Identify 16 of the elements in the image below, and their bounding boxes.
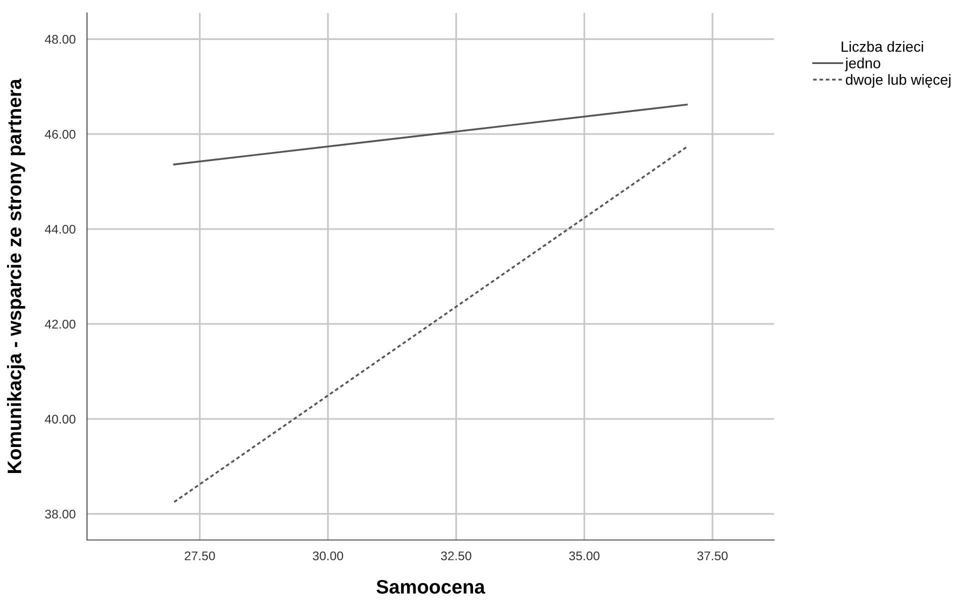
y-axis-title: Komunikacja - wsparcie ze strony partnera [7,78,26,473]
x-tick-label: 35.00 [569,551,600,560]
x-axis-title: Samoocena [376,580,486,594]
x-tick-label: 30.00 [312,551,344,560]
x-tick-label: 27.50 [184,551,215,560]
legend-label: dwoje lub więcej [846,74,950,88]
y-tick-label: 42.00 [44,320,76,329]
x-tick-label: 32.50 [440,551,472,560]
legend-label: jedno [844,58,880,72]
y-tick-label: 38.00 [45,510,76,519]
y-tick-label: 40.00 [44,414,76,424]
legend-title: Liczba dzieci [842,41,924,52]
y-tick-label: 44.00 [44,224,76,234]
x-tick-label: 37.50 [697,551,728,560]
y-tick-label: 48.00 [44,34,76,44]
y-tick-label: 46.00 [44,130,76,139]
